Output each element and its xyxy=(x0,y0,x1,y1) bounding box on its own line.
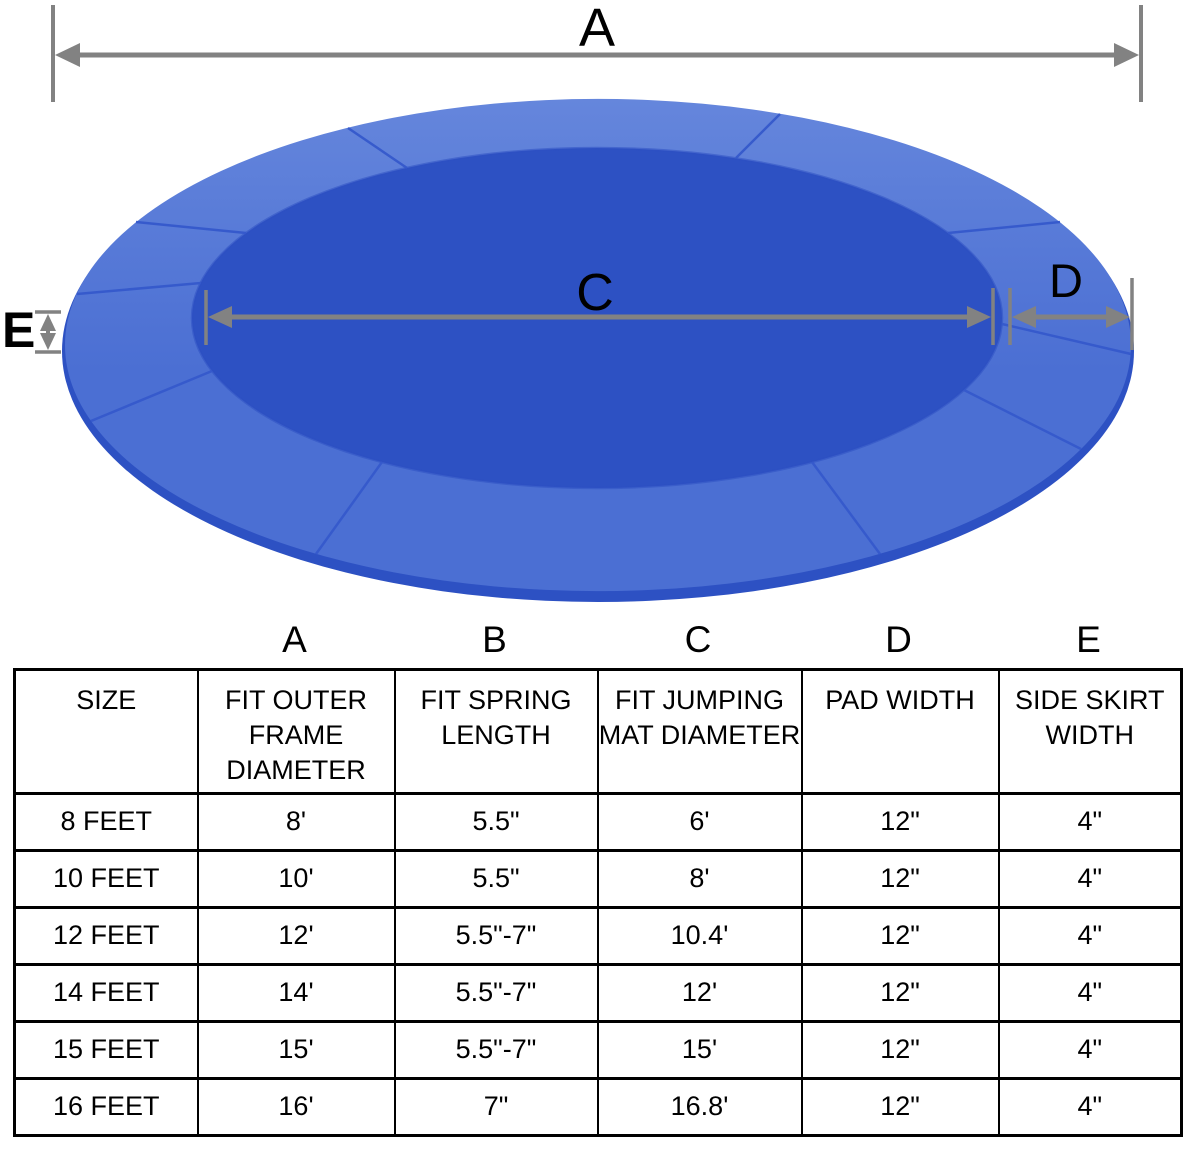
table-row: 15 FEET 15' 5.5"-7" 15' 12" 4" xyxy=(13,1020,1183,1080)
cell-skirt: 4" xyxy=(997,849,1183,909)
pad-inner-rim xyxy=(190,146,1004,490)
column-letter-b: B xyxy=(482,619,507,660)
cell-skirt: 4" xyxy=(997,792,1183,852)
cell-mat: 15' xyxy=(596,1020,803,1080)
table-row: 10 FEET 10' 5.5" 8' 12" 4" xyxy=(13,849,1183,909)
table-row: 12 FEET 12' 5.5"-7" 10.4' 12" 4" xyxy=(13,906,1183,966)
column-letter-e: E xyxy=(1076,619,1101,660)
label-e: E xyxy=(2,302,35,358)
table-row: 14 FEET 14' 5.5"-7" 12' 12" 4" xyxy=(13,963,1183,1023)
cell-size: 15 FEET xyxy=(13,1020,199,1080)
cell-spring: 5.5" xyxy=(393,849,599,909)
cell-frame: 10' xyxy=(196,849,396,909)
cell-mat: 6' xyxy=(596,792,803,852)
dimension-c xyxy=(204,288,995,345)
cell-pad: 12" xyxy=(800,1020,1000,1080)
cell-size: 14 FEET xyxy=(13,963,199,1023)
label-d: D xyxy=(1049,254,1083,307)
header-pad-width: PAD WIDTH xyxy=(800,668,1000,795)
cell-spring: 5.5"-7" xyxy=(393,963,599,1023)
table-header-row: SIZE FIT OUTER FRAME DIAMETER FIT SPRING… xyxy=(13,668,1183,795)
cell-skirt: 4" xyxy=(997,963,1183,1023)
cell-skirt: 4" xyxy=(997,906,1183,966)
cell-pad: 12" xyxy=(800,792,1000,852)
cell-frame: 12' xyxy=(196,906,396,966)
cell-spring: 5.5" xyxy=(393,792,599,852)
cell-pad: 12" xyxy=(800,1077,1000,1137)
cell-size: 8 FEET xyxy=(13,792,199,852)
label-a: A xyxy=(579,0,615,58)
column-letter-d: D xyxy=(885,619,912,660)
cell-spring: 7" xyxy=(393,1077,599,1137)
cell-mat: 12' xyxy=(596,963,803,1023)
dimension-a xyxy=(51,5,1143,102)
header-outer-frame-diameter: FIT OUTER FRAME DIAMETER xyxy=(196,668,396,795)
cell-mat: 8' xyxy=(596,849,803,909)
cell-spring: 5.5"-7" xyxy=(393,1020,599,1080)
cell-pad: 12" xyxy=(800,963,1000,1023)
cell-size: 12 FEET xyxy=(13,906,199,966)
cell-size: 10 FEET xyxy=(13,849,199,909)
pad-ring xyxy=(64,98,1131,592)
table-row: 16 FEET 16' 7" 16.8' 12" 4" xyxy=(13,1077,1183,1137)
column-letter-row: A B C D E xyxy=(13,612,1180,668)
pad-dimension-diagram: A C D E xyxy=(2,0,1143,602)
pad-seams xyxy=(76,113,1132,555)
header-spring-length: FIT SPRING LENGTH xyxy=(393,668,599,795)
column-letter-a: A xyxy=(282,619,307,660)
cell-frame: 14' xyxy=(196,963,396,1023)
column-letter-c: C xyxy=(684,619,712,660)
cell-skirt: 4" xyxy=(997,1020,1183,1080)
table-row: 8 FEET 8' 5.5" 6' 12" 4" xyxy=(13,792,1183,852)
dimension-d xyxy=(1008,278,1134,350)
dimension-e xyxy=(35,310,61,354)
cell-size: 16 FEET xyxy=(13,1077,199,1137)
header-size: SIZE xyxy=(13,668,199,795)
header-side-skirt-width: SIDE SKIRT WIDTH xyxy=(997,668,1183,795)
cell-frame: 16' xyxy=(196,1077,396,1137)
label-c: C xyxy=(576,264,614,322)
cell-mat: 16.8' xyxy=(596,1077,803,1137)
cell-frame: 8' xyxy=(196,792,396,852)
header-jumping-mat-diameter: FIT JUMPING MAT DIAMETER xyxy=(596,668,803,795)
cell-pad: 12" xyxy=(800,849,1000,909)
cell-spring: 5.5"-7" xyxy=(393,906,599,966)
cell-mat: 10.4' xyxy=(596,906,803,966)
cell-pad: 12" xyxy=(800,906,1000,966)
size-spec-table: SIZE FIT OUTER FRAME DIAMETER FIT SPRING… xyxy=(13,668,1183,1137)
cell-skirt: 4" xyxy=(997,1077,1183,1137)
trampoline-pad-illustration: A C D E xyxy=(2,0,1143,602)
cell-frame: 15' xyxy=(196,1020,396,1080)
